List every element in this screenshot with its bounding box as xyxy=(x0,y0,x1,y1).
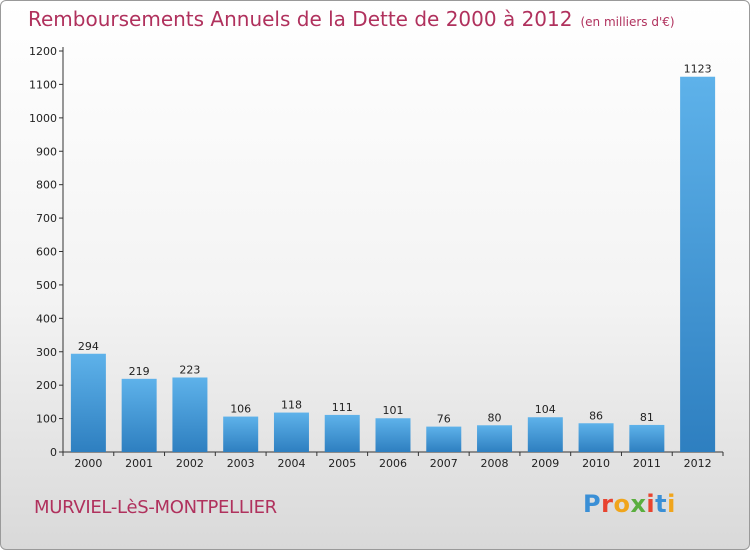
x-tick-label: 2006 xyxy=(379,457,407,470)
x-tick-label: 2000 xyxy=(74,457,102,470)
y-tick-label: 600 xyxy=(36,246,57,259)
x-tick-label: 2012 xyxy=(684,457,712,470)
data-label: 81 xyxy=(640,411,654,424)
data-label: 106 xyxy=(230,403,251,416)
data-label: 219 xyxy=(129,365,150,378)
x-tick-label: 2005 xyxy=(328,457,356,470)
y-tick-label: 1200 xyxy=(29,45,57,58)
x-tick-label: 2007 xyxy=(430,457,458,470)
x-tick-label: 2011 xyxy=(633,457,661,470)
bar xyxy=(70,353,106,452)
data-label: 118 xyxy=(281,399,302,412)
bar xyxy=(426,426,462,452)
data-label: 101 xyxy=(383,404,404,417)
y-tick-label: 800 xyxy=(36,179,57,192)
x-tick-label: 2004 xyxy=(277,457,305,470)
data-label: 294 xyxy=(78,340,99,353)
x-tick-label: 2008 xyxy=(481,457,509,470)
chart-title: Remboursements Annuels de la Dette de 20… xyxy=(28,7,675,31)
x-tick-label: 2010 xyxy=(582,457,610,470)
y-tick-label: 1100 xyxy=(29,78,57,91)
logo-letter: i xyxy=(646,490,656,518)
bar xyxy=(629,424,665,452)
x-tick-label: 2003 xyxy=(227,457,255,470)
y-tick-label: 700 xyxy=(36,212,57,225)
bar xyxy=(223,416,259,452)
logo-letter: r xyxy=(601,490,614,518)
y-tick-label: 500 xyxy=(36,279,57,292)
chart-title-main: Remboursements Annuels de la Dette de 20… xyxy=(28,7,573,31)
commune-name: MURVIEL-LèS-MONTPELLIER xyxy=(34,497,277,518)
bar xyxy=(477,425,513,452)
bar xyxy=(578,423,614,452)
y-tick-label: 900 xyxy=(36,145,57,158)
logo-letter: o xyxy=(613,490,631,518)
bar xyxy=(121,378,157,452)
bar xyxy=(324,414,360,452)
bar xyxy=(273,412,309,452)
proxiti-logo: Proxiti xyxy=(583,490,676,518)
data-label: 223 xyxy=(179,363,200,376)
bar xyxy=(375,418,411,452)
y-tick-label: 100 xyxy=(36,413,57,426)
x-tick-label: 2001 xyxy=(125,457,153,470)
y-tick-label: 300 xyxy=(36,346,57,359)
x-tick-label: 2002 xyxy=(176,457,204,470)
data-label: 76 xyxy=(437,413,451,426)
data-label: 80 xyxy=(488,411,502,424)
y-tick-label: 200 xyxy=(36,379,57,392)
x-tick-label: 2009 xyxy=(531,457,559,470)
data-label: 111 xyxy=(332,401,353,414)
y-tick-label: 0 xyxy=(50,446,57,459)
logo-letter: t xyxy=(655,490,668,518)
y-tick-label: 400 xyxy=(36,312,57,325)
bar xyxy=(680,76,716,452)
data-label: 104 xyxy=(535,403,556,416)
chart-title-unit: (en milliers d'€) xyxy=(580,15,675,29)
logo-letter: P xyxy=(583,490,602,518)
logo-letter: x xyxy=(630,490,647,518)
bar xyxy=(527,417,563,452)
data-label: 86 xyxy=(589,409,603,422)
bar xyxy=(172,377,208,452)
logo-letter: i xyxy=(667,490,676,518)
data-label: 1123 xyxy=(684,63,712,76)
y-tick-label: 1000 xyxy=(29,112,57,125)
